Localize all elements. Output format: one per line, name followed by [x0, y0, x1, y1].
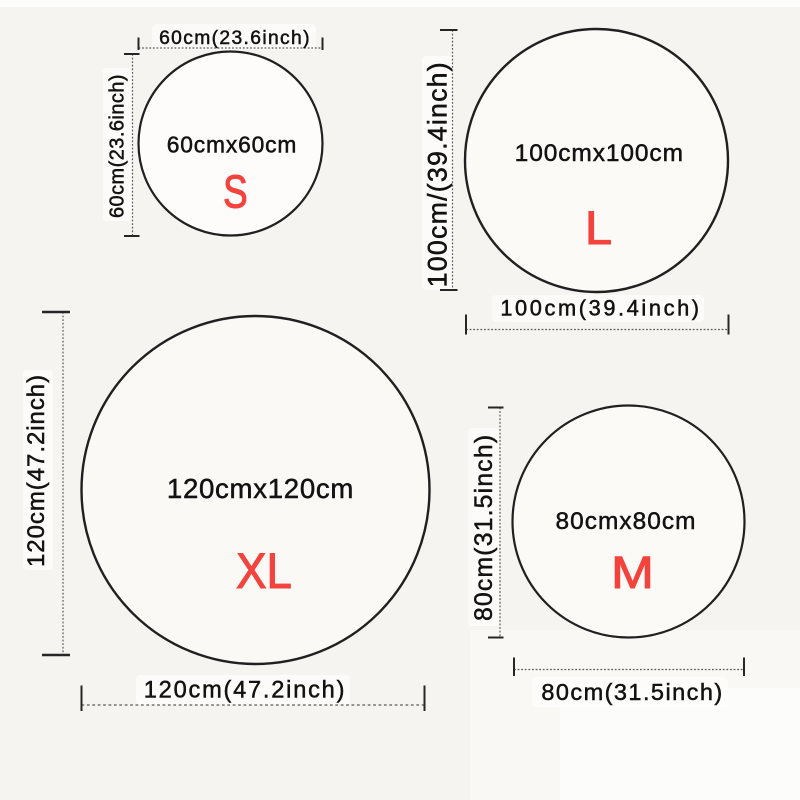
svg-text:100cm/(39.4inch): 100cm/(39.4inch) [423, 61, 453, 287]
svg-text:120cm(47.2inch): 120cm(47.2inch) [23, 374, 50, 567]
svg-text:80cm(31.5inch): 80cm(31.5inch) [471, 434, 498, 621]
svg-text:100cmx100cm: 100cmx100cm [515, 140, 684, 167]
svg-text:XL: XL [236, 544, 292, 599]
svg-text:60cm(23.6inch): 60cm(23.6inch) [159, 28, 311, 49]
svg-text:80cm(31.5inch): 80cm(31.5inch) [541, 679, 723, 705]
svg-text:80cmx80cm: 80cmx80cm [556, 508, 697, 535]
svg-text:60cm(23.6inch): 60cm(23.6inch) [107, 74, 129, 218]
svg-text:60cmx60cm: 60cmx60cm [167, 132, 298, 158]
svg-text:120cmx120cm: 120cmx120cm [167, 473, 354, 504]
svg-text:L: L [585, 203, 612, 255]
svg-text:S: S [223, 166, 248, 218]
svg-text:100cm(39.4inch): 100cm(39.4inch) [500, 296, 701, 321]
svg-text:M: M [611, 547, 654, 598]
svg-text:120cm(47.2inch): 120cm(47.2inch) [144, 678, 346, 704]
